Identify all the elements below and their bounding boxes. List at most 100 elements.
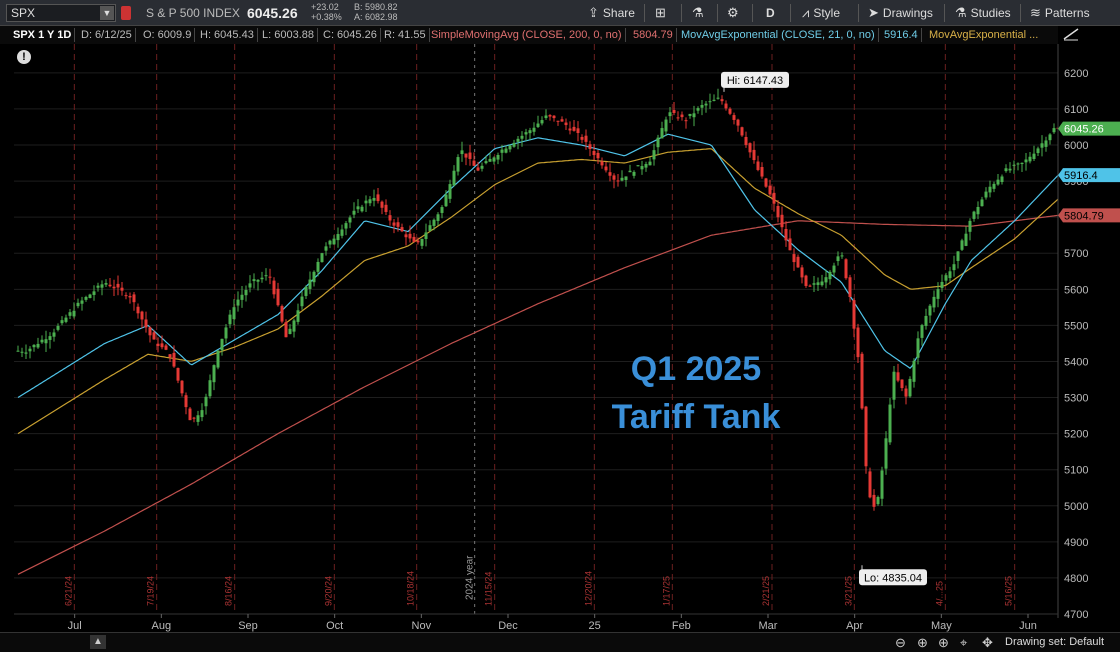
price-tick-label: 4800 (1064, 573, 1088, 585)
flask-button[interactable]: ⚗ (692, 3, 708, 23)
candle-body (484, 161, 488, 164)
sma-study-label[interactable]: SimpleMovingAvg (CLOSE, 200, 0, no) (428, 28, 626, 42)
magnifier-icon[interactable]: ⊕ (938, 635, 949, 650)
chevron-up-icon[interactable]: ▲ (90, 635, 106, 649)
candle-body (428, 225, 432, 231)
candle-body (516, 138, 520, 142)
candle-body (72, 310, 76, 317)
candle-body (756, 161, 760, 170)
divider (790, 4, 791, 22)
crosshair-icon[interactable]: ⌖ (960, 635, 968, 650)
candle-body (16, 350, 20, 352)
high-callout-bg (721, 71, 789, 88)
candle-body (568, 128, 572, 131)
candle-body (128, 295, 132, 298)
price-tick-label: 5400 (1064, 356, 1088, 368)
candle-body (692, 113, 696, 118)
candle-body (844, 259, 848, 279)
candles (16, 88, 1060, 511)
time-tick-label: 25 (589, 620, 601, 632)
candle-body (188, 408, 192, 421)
studies-button[interactable]: ⚗ Studies (955, 3, 1011, 23)
bottom-bar: ▲ ⊖ ⊕ ⊕ ⌖ ✥ Drawing set: Default (0, 632, 1120, 652)
candle-body (780, 214, 784, 228)
time-axis[interactable]: Jul Aug Sep Oct Nov Dec 25 Feb Mar Apr May Jun (14, 613, 1058, 632)
low-callout: Lo: 4835.04 (859, 565, 927, 586)
share-button[interactable]: ⇪ Share (588, 3, 635, 23)
candle-body (640, 166, 644, 170)
candle-body (256, 279, 260, 282)
symbol-input[interactable]: SPX ▼ (6, 4, 116, 22)
flag-icon[interactable] (121, 6, 131, 20)
change-value: +23.02 (311, 2, 339, 12)
candle-body (452, 170, 456, 186)
price-axis[interactable]: 4700 4800 4900 5000 5100 5200 5300 5400 5500 5600… (1057, 44, 1120, 621)
candle-body (420, 238, 424, 246)
layout-button[interactable]: ⊞ (655, 3, 670, 23)
candle-body (716, 97, 720, 99)
candle-body (1020, 162, 1024, 165)
expiration-marker-label: 7/19/24 (146, 576, 156, 606)
candle-body (20, 351, 24, 353)
sma200-tag: 5804.79 (1058, 208, 1120, 223)
ema21-tag-bg (1058, 168, 1120, 183)
studies-label: Studies (970, 6, 1011, 20)
candle-body (868, 471, 872, 498)
expiration-marker-label: 12/20/24 (583, 571, 593, 606)
pencil-icon[interactable] (1062, 27, 1082, 43)
candle-body (556, 120, 560, 122)
aggregation-button[interactable]: D (766, 6, 775, 20)
moving-averages (17, 133, 1059, 575)
drawings-button[interactable]: ➤ Drawings (868, 3, 933, 23)
candle-body (300, 296, 304, 307)
bid-value: B: 5980.82 (354, 2, 398, 12)
price-tick-label: 5000 (1064, 501, 1088, 513)
candle-body (444, 194, 448, 207)
zoom-out-icon[interactable]: ⊖ (895, 635, 906, 650)
candle-body (424, 232, 428, 239)
flask-icon: ⚗ (692, 5, 704, 20)
ema-slow-study-label[interactable]: MovAvgExponential ... (929, 29, 1039, 41)
grid (14, 72, 1058, 615)
candle-body (360, 206, 364, 212)
candle-body (116, 283, 120, 288)
candle-body (896, 372, 900, 381)
candle-body (32, 344, 36, 348)
candle-body (812, 283, 816, 285)
settings-button[interactable]: ⚙ (727, 3, 743, 23)
candle-body (1052, 128, 1056, 133)
info-icon[interactable]: ! (17, 50, 31, 64)
candle-body (956, 251, 960, 261)
last-price: 6045.26 (247, 5, 298, 21)
year-marker-label: 2024 year (465, 555, 476, 600)
period-label[interactable]: SPX 1 Y 1D (10, 28, 76, 42)
zoom-in-icon[interactable]: ⊕ (917, 635, 928, 650)
candle-body (528, 130, 532, 134)
candle-body (740, 127, 744, 136)
sma200-line (17, 214, 1059, 575)
candle-body (1012, 164, 1016, 166)
divider (752, 4, 753, 22)
drag-icon[interactable]: ✥ (982, 635, 993, 650)
candle-body (828, 271, 832, 280)
chevron-down-icon[interactable]: ▼ (100, 6, 114, 20)
style-button[interactable]: ⩘ Style (802, 3, 840, 23)
candle-body (124, 295, 128, 297)
candle-body (728, 108, 732, 114)
drawing-set-label[interactable]: Drawing set: Default (1005, 636, 1105, 648)
candle-body (56, 325, 60, 330)
candle-body (64, 317, 68, 322)
candle-body (588, 144, 592, 149)
candle-body (616, 180, 620, 182)
candle-body (164, 345, 168, 350)
patterns-button[interactable]: ≋ Patterns (1030, 3, 1090, 23)
candle-body (148, 327, 152, 336)
ema21-study-label[interactable]: MovAvgExponential (CLOSE, 21, 0, no) (678, 28, 879, 42)
candle-body (592, 151, 596, 156)
candle-body (512, 142, 516, 147)
candle-body (288, 328, 292, 335)
candle-body (724, 103, 728, 109)
candle-body (308, 279, 312, 289)
price-chart[interactable]: 6/21/24 7/19/24 8/16/24 9/20/24 10/18/24 11/1… (0, 0, 1120, 632)
candle-body (608, 172, 612, 176)
